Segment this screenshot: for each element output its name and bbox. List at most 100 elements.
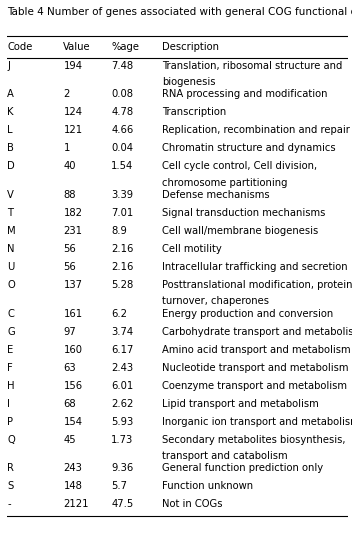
Text: Transcription: Transcription: [162, 107, 227, 117]
Text: Chromatin structure and dynamics: Chromatin structure and dynamics: [162, 143, 336, 153]
Text: M: M: [7, 226, 16, 236]
Text: 2.62: 2.62: [111, 399, 133, 409]
Text: RNA processing and modification: RNA processing and modification: [162, 89, 328, 99]
Text: N: N: [7, 244, 14, 254]
Text: 97: 97: [63, 326, 76, 336]
Text: L: L: [7, 126, 13, 136]
Text: R: R: [7, 463, 14, 473]
Text: S: S: [7, 482, 13, 492]
Text: 63: 63: [63, 363, 76, 373]
Text: 7.48: 7.48: [111, 61, 133, 71]
Text: 56: 56: [63, 262, 76, 272]
Text: 5.28: 5.28: [111, 280, 133, 290]
Text: 6.2: 6.2: [111, 309, 127, 319]
Text: 40: 40: [63, 161, 76, 171]
Text: Code: Code: [7, 42, 32, 52]
Text: 5.93: 5.93: [111, 417, 133, 427]
Text: Amino acid transport and metabolism: Amino acid transport and metabolism: [162, 345, 351, 355]
Text: 2: 2: [63, 89, 70, 99]
Text: 2.16: 2.16: [111, 262, 133, 272]
Text: Table 4 Number of genes associated with general COG functional categories: Table 4 Number of genes associated with …: [7, 7, 352, 17]
Text: Coenzyme transport and metabolism: Coenzyme transport and metabolism: [162, 381, 347, 391]
Text: G: G: [7, 326, 15, 336]
Text: J: J: [7, 61, 10, 71]
Text: A: A: [7, 89, 14, 99]
Text: %age: %age: [111, 42, 139, 52]
Text: Defense mechanisms: Defense mechanisms: [162, 190, 270, 200]
Text: 156: 156: [63, 381, 82, 391]
Text: 1.54: 1.54: [111, 161, 133, 171]
Text: H: H: [7, 381, 14, 391]
Text: turnover, chaperones: turnover, chaperones: [162, 296, 269, 306]
Text: 4.78: 4.78: [111, 107, 133, 117]
Text: Value: Value: [63, 42, 91, 52]
Text: Cell cycle control, Cell division,: Cell cycle control, Cell division,: [162, 161, 318, 171]
Text: Nucleotide transport and metabolism: Nucleotide transport and metabolism: [162, 363, 349, 373]
Text: 231: 231: [63, 226, 82, 236]
Text: Replication, recombination and repair: Replication, recombination and repair: [162, 126, 350, 136]
Text: Not in COGs: Not in COGs: [162, 499, 223, 509]
Text: 1: 1: [63, 143, 70, 153]
Text: 0.04: 0.04: [111, 143, 133, 153]
Text: -: -: [7, 499, 11, 509]
Text: 121: 121: [63, 126, 82, 136]
Text: 45: 45: [63, 435, 76, 445]
Text: E: E: [7, 345, 13, 355]
Text: 161: 161: [63, 309, 82, 319]
Text: B: B: [7, 143, 14, 153]
Text: I: I: [7, 399, 10, 409]
Text: Cell wall/membrane biogenesis: Cell wall/membrane biogenesis: [162, 226, 319, 236]
Text: Translation, ribosomal structure and: Translation, ribosomal structure and: [162, 61, 343, 71]
Text: Posttranslational modification, protein: Posttranslational modification, protein: [162, 280, 352, 290]
Text: 88: 88: [63, 190, 76, 200]
Text: C: C: [7, 309, 14, 319]
Text: 182: 182: [63, 208, 82, 218]
Text: 9.36: 9.36: [111, 463, 133, 473]
Text: 2121: 2121: [63, 499, 89, 509]
Text: T: T: [7, 208, 13, 218]
Text: 8.9: 8.9: [111, 226, 127, 236]
Text: 2.16: 2.16: [111, 244, 133, 254]
Text: O: O: [7, 280, 15, 290]
Text: 47.5: 47.5: [111, 499, 133, 509]
Text: Description: Description: [162, 42, 219, 52]
Text: 3.74: 3.74: [111, 326, 133, 336]
Text: Intracellular trafficking and secretion: Intracellular trafficking and secretion: [162, 262, 348, 272]
Text: 68: 68: [63, 399, 76, 409]
Text: Carbohydrate transport and metabolism: Carbohydrate transport and metabolism: [162, 326, 352, 336]
Text: 5.7: 5.7: [111, 482, 127, 492]
Text: D: D: [7, 161, 15, 171]
Text: 56: 56: [63, 244, 76, 254]
Text: P: P: [7, 417, 13, 427]
Text: Cell motility: Cell motility: [162, 244, 222, 254]
Text: biogenesis: biogenesis: [162, 77, 216, 87]
Text: 137: 137: [63, 280, 82, 290]
Text: transport and catabolism: transport and catabolism: [162, 451, 288, 461]
Text: 154: 154: [63, 417, 82, 427]
Text: F: F: [7, 363, 13, 373]
Text: V: V: [7, 190, 14, 200]
Text: chromosome partitioning: chromosome partitioning: [162, 178, 288, 188]
Text: K: K: [7, 107, 13, 117]
Text: Energy production and conversion: Energy production and conversion: [162, 309, 334, 319]
Text: 3.39: 3.39: [111, 190, 133, 200]
Text: General function prediction only: General function prediction only: [162, 463, 323, 473]
Text: 1.73: 1.73: [111, 435, 133, 445]
Text: 160: 160: [63, 345, 82, 355]
Text: 7.01: 7.01: [111, 208, 133, 218]
Text: Lipid transport and metabolism: Lipid transport and metabolism: [162, 399, 319, 409]
Text: 4.66: 4.66: [111, 126, 133, 136]
Text: Signal transduction mechanisms: Signal transduction mechanisms: [162, 208, 326, 218]
Text: Function unknown: Function unknown: [162, 482, 253, 492]
Text: 6.01: 6.01: [111, 381, 133, 391]
Text: 2.43: 2.43: [111, 363, 133, 373]
Text: Inorganic ion transport and metabolism: Inorganic ion transport and metabolism: [162, 417, 352, 427]
Text: Q: Q: [7, 435, 15, 445]
Text: U: U: [7, 262, 14, 272]
Text: 0.08: 0.08: [111, 89, 133, 99]
Text: 194: 194: [63, 61, 82, 71]
Text: Secondary metabolites biosynthesis,: Secondary metabolites biosynthesis,: [162, 435, 346, 445]
Text: 243: 243: [63, 463, 82, 473]
Text: 148: 148: [63, 482, 82, 492]
Text: 124: 124: [63, 107, 82, 117]
